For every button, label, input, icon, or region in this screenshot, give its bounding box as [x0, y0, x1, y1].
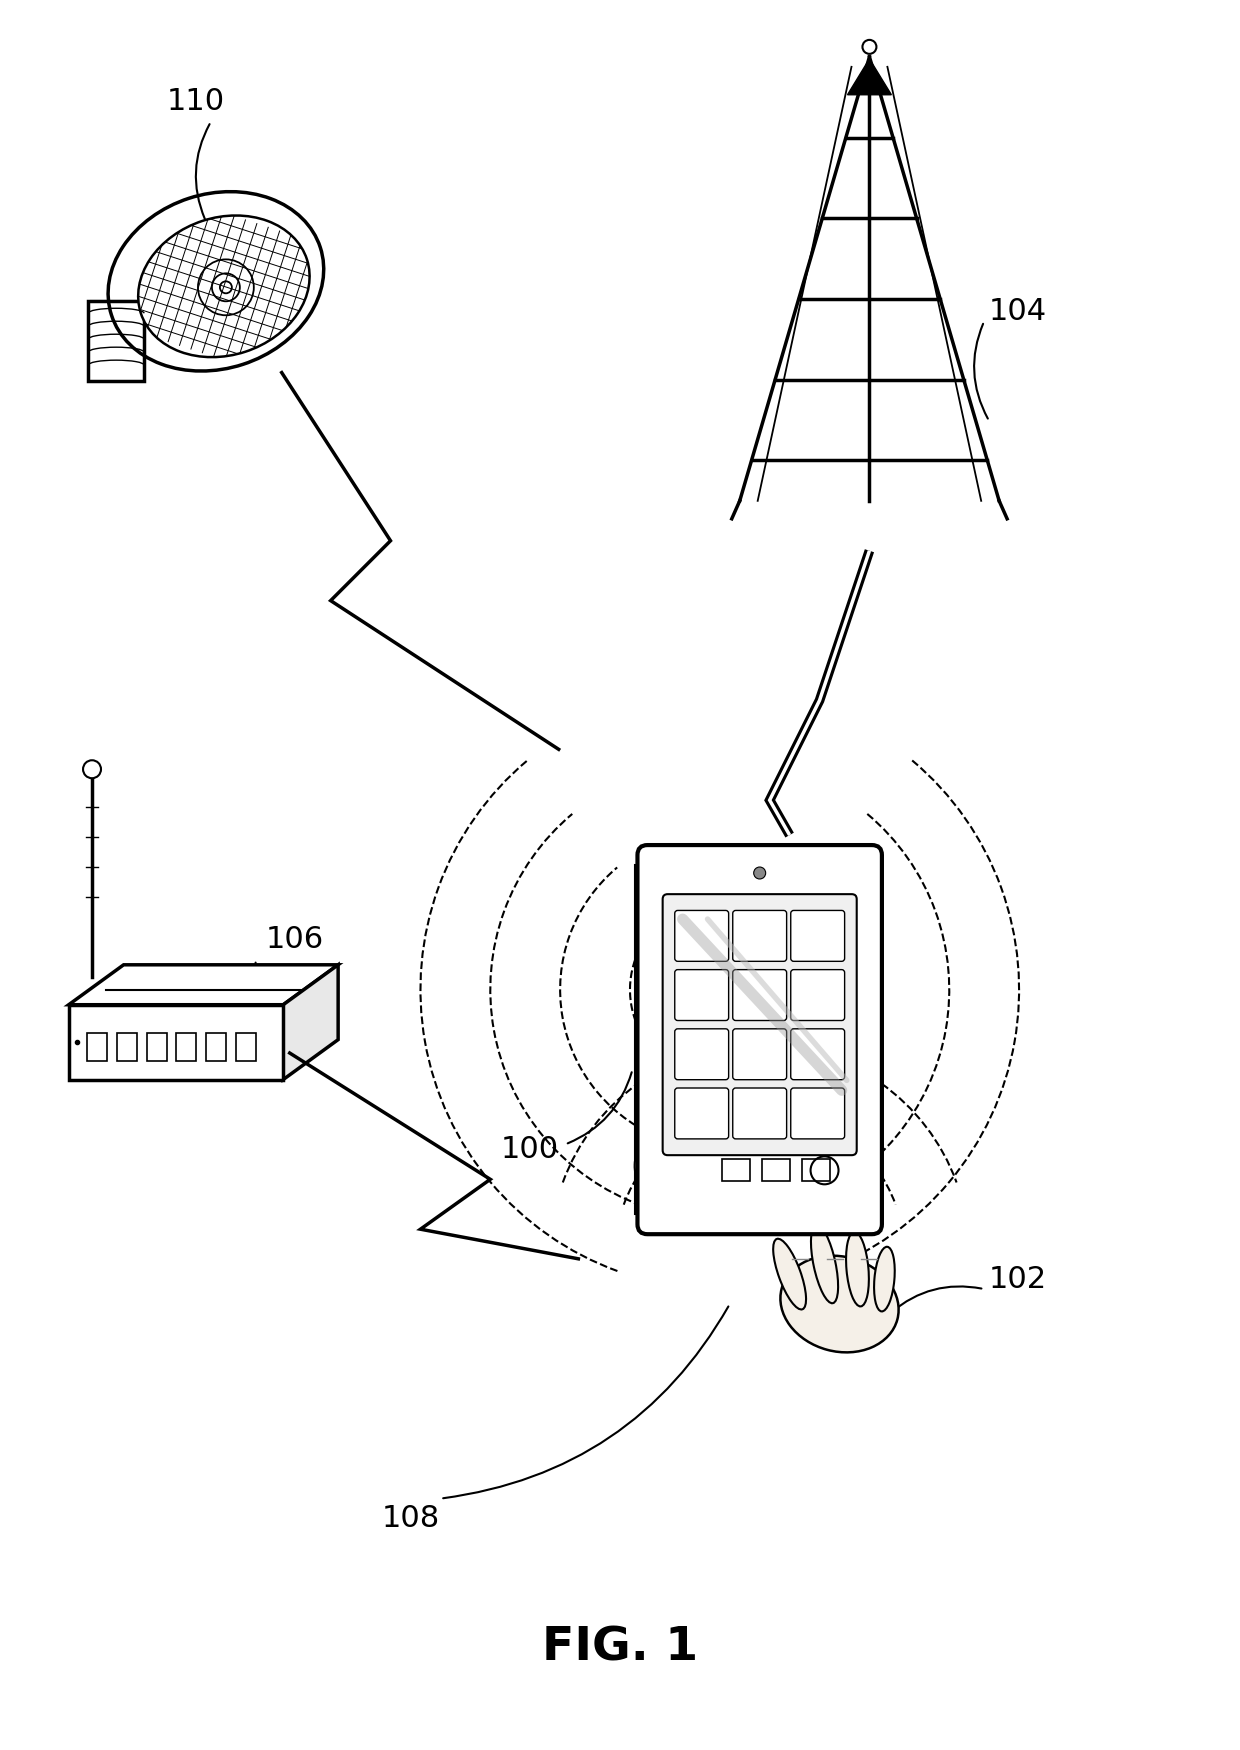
- FancyBboxPatch shape: [675, 1088, 729, 1139]
- Bar: [146, 1032, 166, 1060]
- FancyBboxPatch shape: [675, 1029, 729, 1080]
- FancyBboxPatch shape: [791, 910, 844, 961]
- Polygon shape: [68, 964, 339, 1004]
- Text: FIG. 1: FIG. 1: [542, 1626, 698, 1671]
- Text: 110: 110: [167, 88, 224, 116]
- FancyBboxPatch shape: [791, 1088, 844, 1139]
- Polygon shape: [68, 1004, 283, 1080]
- Circle shape: [83, 760, 100, 779]
- FancyBboxPatch shape: [675, 910, 729, 961]
- Text: 100: 100: [501, 1136, 559, 1164]
- Text: 106: 106: [265, 926, 324, 954]
- Circle shape: [754, 866, 765, 878]
- Text: 102: 102: [990, 1265, 1048, 1293]
- Bar: [206, 1032, 227, 1060]
- FancyBboxPatch shape: [733, 1088, 786, 1139]
- Bar: [87, 1032, 107, 1060]
- Polygon shape: [283, 964, 339, 1080]
- FancyBboxPatch shape: [733, 1029, 786, 1080]
- Ellipse shape: [846, 1232, 869, 1307]
- Text: 108: 108: [382, 1503, 440, 1533]
- FancyBboxPatch shape: [733, 910, 786, 961]
- FancyBboxPatch shape: [675, 970, 729, 1020]
- Bar: [722, 1158, 750, 1181]
- Bar: [176, 1032, 196, 1060]
- FancyBboxPatch shape: [662, 894, 857, 1155]
- FancyBboxPatch shape: [637, 845, 882, 1234]
- Ellipse shape: [635, 1152, 670, 1218]
- Ellipse shape: [874, 1246, 895, 1311]
- Text: 104: 104: [990, 298, 1048, 326]
- Ellipse shape: [780, 1256, 899, 1353]
- Polygon shape: [847, 60, 892, 94]
- Ellipse shape: [138, 215, 310, 357]
- Bar: [117, 1032, 136, 1060]
- Bar: [761, 1158, 790, 1181]
- Ellipse shape: [774, 1239, 806, 1309]
- FancyBboxPatch shape: [733, 970, 786, 1020]
- Bar: [237, 1032, 257, 1060]
- Ellipse shape: [811, 1225, 838, 1304]
- FancyBboxPatch shape: [791, 970, 844, 1020]
- Bar: [801, 1158, 830, 1181]
- FancyBboxPatch shape: [791, 1029, 844, 1080]
